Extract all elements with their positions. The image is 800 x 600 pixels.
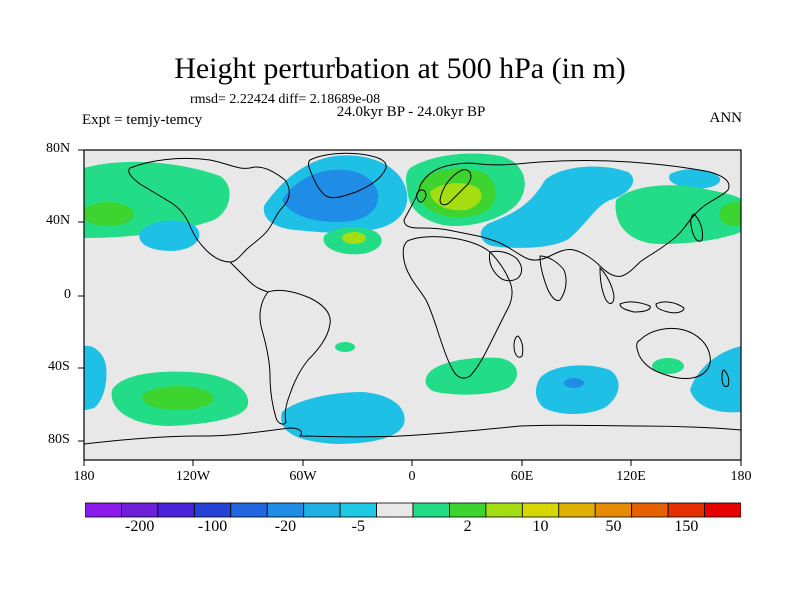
contour-mgreen-pacific-south — [142, 386, 214, 410]
colorbar-swatch — [157, 502, 195, 518]
colorbar-swatch — [230, 502, 268, 518]
lon-label-60w: 60W — [289, 469, 317, 484]
coastline-south-america — [259, 289, 331, 425]
coastline-eurasia — [403, 160, 730, 277]
colorbar-label: -200 — [124, 518, 155, 535]
coastline-antarctica — [84, 424, 741, 445]
lat-label-0: 0 — [64, 287, 71, 302]
lat-label-80s: 80S — [48, 432, 70, 447]
colorbar-label: -5 — [351, 518, 365, 535]
coastline-madagascar — [513, 335, 524, 358]
colorbar-swatch — [704, 502, 741, 518]
colorbar-label: 150 — [674, 518, 699, 535]
coastlines — [84, 152, 741, 445]
colorbar-swatch — [485, 502, 523, 518]
contour-blue-antarctic-atlantic — [281, 392, 405, 444]
coastline-japan — [690, 213, 703, 242]
colorbar-swatch — [376, 502, 414, 518]
colorbar-swatch — [412, 502, 450, 518]
coastline-uk — [416, 189, 427, 203]
lat-label-40n: 40N — [46, 213, 71, 228]
colorbar-swatch — [631, 502, 669, 518]
colorbar-swatch — [594, 502, 633, 518]
contour-blue-pacific-east — [139, 220, 200, 251]
coastline-arabia — [489, 250, 523, 282]
coastline-india — [539, 255, 567, 301]
lat-label-80n: 80N — [46, 141, 71, 156]
colorbar-swatch — [449, 502, 487, 518]
map-title: Height perturbation at 500 hPa (in m) — [174, 52, 626, 85]
coastline-greenland — [308, 152, 387, 199]
colorbar-swatch — [303, 502, 341, 518]
lon-label-120e: 120E — [616, 469, 646, 484]
colorbar-label: -20 — [274, 518, 297, 535]
contour-green-australia — [652, 358, 684, 374]
contour-blue-atlantic-inner — [282, 169, 379, 222]
contour-blue-pacific-nw — [669, 169, 721, 189]
contour-blue-pacific-sw — [84, 345, 107, 410]
coastline-indonesia-1 — [619, 301, 651, 313]
contour-blue-indian-south — [535, 365, 619, 414]
colorbar-swatch — [193, 502, 232, 518]
contour-green-asia-east — [615, 185, 741, 244]
lon-label-120w: 120W — [175, 469, 211, 484]
colorbar-label: 50 — [605, 518, 622, 535]
season-label: ANN — [709, 110, 743, 126]
contour-mblue-indian-south — [564, 378, 584, 388]
lon-label-60e: 60E — [510, 469, 534, 484]
contour-blue-pacific-southeast — [690, 346, 741, 413]
colorbar-swatch — [521, 502, 560, 518]
contour-fields — [84, 153, 741, 444]
period-label: 24.0kyr BP - 24.0kyr BP — [336, 104, 486, 120]
contour-blue-siberia — [480, 166, 634, 248]
contour-green-africa-south — [425, 357, 518, 395]
colorbar-swatch — [667, 502, 705, 518]
experiment-label: Expt = temjy-temcy — [82, 112, 203, 128]
coastline-australia — [636, 327, 711, 379]
coastline-indonesia-2 — [655, 301, 685, 314]
colorbar-label: -100 — [197, 518, 228, 535]
colorbar-label: 2 — [463, 518, 472, 535]
colorbar — [85, 502, 741, 518]
lon-label-180e: 180 — [730, 469, 752, 484]
lon-label-0: 0 — [408, 469, 416, 484]
contour-green-atlantic-south — [335, 342, 355, 352]
lat-label-40s: 40S — [48, 359, 70, 374]
coastline-southeast-asia — [599, 266, 615, 304]
coastline-central-america — [229, 261, 269, 293]
colorbar-swatch — [121, 502, 159, 518]
lon-label-180w: 180 — [73, 469, 95, 484]
colorbar-swatch — [266, 502, 305, 518]
contour-lime-atlantic-mid — [342, 232, 366, 244]
colorbar-swatch — [85, 502, 122, 518]
contour-mgreen-pacific-east — [719, 202, 741, 226]
colorbar-label: 10 — [532, 518, 549, 535]
contour-green-pacific-core — [84, 202, 134, 226]
coastline-new-zealand — [721, 369, 730, 387]
colorbar-swatch — [339, 502, 377, 518]
colorbar-swatch — [558, 502, 596, 518]
coastline-scandinavia — [439, 169, 472, 206]
stats-text: rmsd= 2.22424 diff= 2.18689e-08 — [190, 92, 381, 107]
coastline-north-america — [128, 157, 290, 263]
axis-ticks — [78, 149, 742, 466]
